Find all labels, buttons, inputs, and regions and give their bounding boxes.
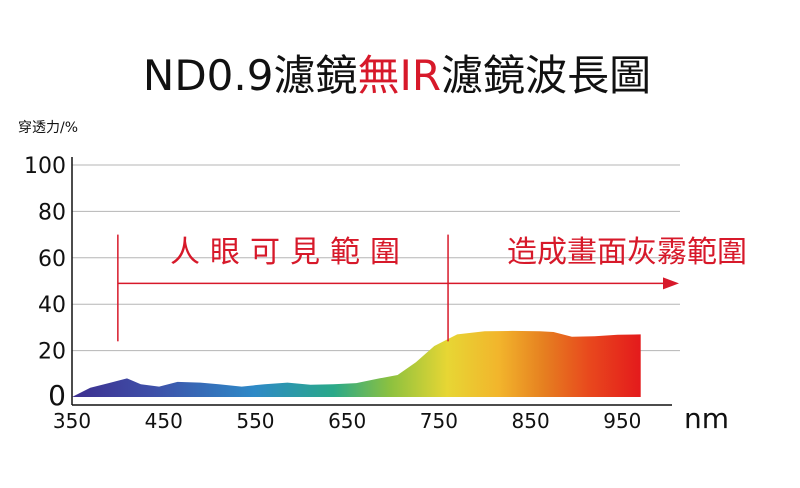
title-part-1: ND0.9濾鏡 (143, 51, 358, 100)
range-arrow-head (663, 277, 679, 290)
x-axis-label: nm (684, 402, 729, 435)
y-tick-label: 0 (48, 379, 66, 412)
title-part-2: 無IR (357, 51, 441, 100)
x-tick-label: 650 (328, 409, 366, 433)
chart-title: ND0.9濾鏡無IR濾鏡波長圖 (143, 51, 651, 100)
transmission-area (72, 330, 641, 397)
x-tick-labels: 350 450 550 650 750 850 950 (53, 409, 642, 433)
y-tick-label: 60 (38, 247, 66, 272)
y-tick-label: 100 (24, 154, 66, 179)
y-axis-label: 穿透力/% (18, 120, 78, 136)
x-tick-label: 750 (420, 409, 458, 433)
infrared-range-label: 造成畫面灰霧範圍 (507, 235, 747, 270)
y-tick-label: 40 (38, 293, 66, 318)
y-tick-label: 20 (38, 340, 66, 365)
y-tick-labels: 0 20 40 60 80 100 (24, 154, 66, 412)
x-tick-label: 550 (236, 409, 274, 433)
x-tick-label: 350 (53, 409, 91, 433)
x-tick-label: 850 (512, 409, 550, 433)
x-tick-label: 450 (145, 409, 183, 433)
visible-range-label: 人眼可見範圍 (170, 235, 410, 270)
x-tick-label: 950 (603, 409, 641, 433)
title-part-3: 濾鏡波長圖 (441, 51, 651, 100)
y-tick-label: 80 (38, 200, 66, 225)
